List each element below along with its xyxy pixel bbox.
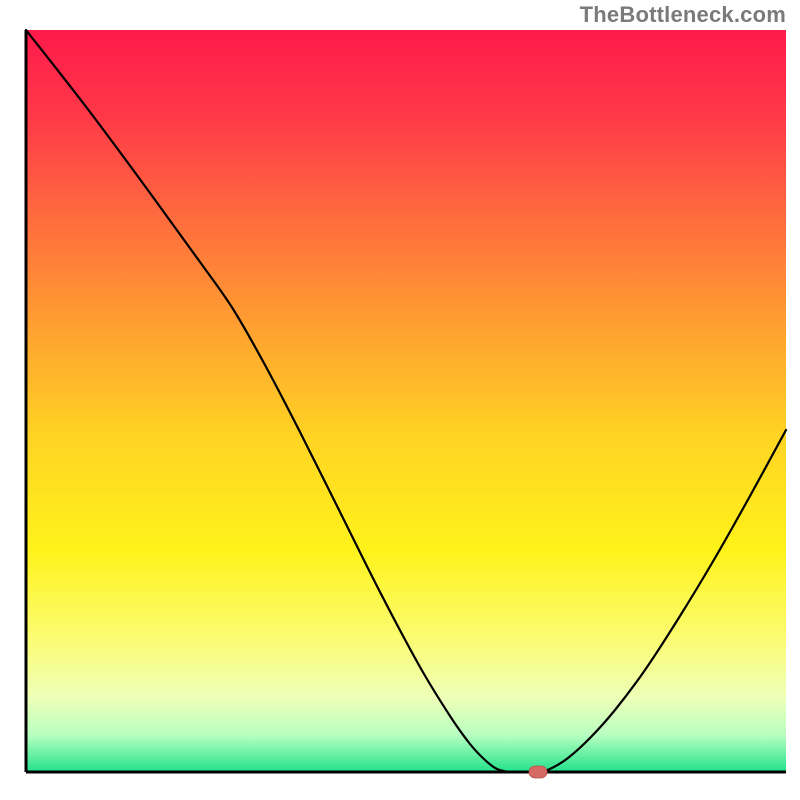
watermark: TheBottleneck.com	[580, 2, 786, 28]
bottleneck-chart	[0, 0, 800, 800]
chart-container: { "watermark": { "text": "TheBottleneck.…	[0, 0, 800, 800]
plot-background	[26, 30, 786, 772]
optimal-marker	[529, 766, 547, 778]
